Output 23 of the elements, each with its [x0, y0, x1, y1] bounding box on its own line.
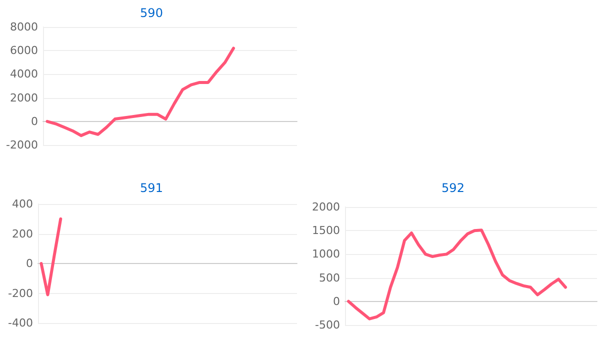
line-series	[40, 217, 62, 296]
y-tick-label: -400	[8, 316, 33, 330]
y-tick-label: -2000	[6, 138, 38, 152]
line-series	[347, 228, 567, 320]
chart-title: 591	[140, 181, 163, 195]
chart-title: 590	[140, 6, 163, 20]
y-tick-label: 1000	[312, 248, 340, 261]
y-tick-label: 2000	[10, 91, 38, 104]
y-tick-label: 6000	[10, 44, 38, 58]
y-tick-label: 8000	[10, 20, 38, 34]
line-series	[46, 46, 235, 138]
y-tick-label: 0	[333, 294, 340, 308]
y-tick-label: 200	[12, 227, 33, 240]
y-tick-label: 1500	[312, 224, 340, 238]
y-tick-label: -200	[8, 286, 33, 300]
y-tick-label: 0	[26, 257, 33, 270]
y-tick-label: 0	[31, 114, 38, 128]
chart-title: 592	[442, 181, 464, 195]
y-tick-label: 4000	[10, 68, 38, 81]
y-tick-label: -500	[315, 318, 340, 332]
y-tick-label: 500	[319, 271, 340, 284]
y-tick-label: 2000	[312, 200, 340, 214]
y-tick-label: 400	[12, 198, 33, 210]
